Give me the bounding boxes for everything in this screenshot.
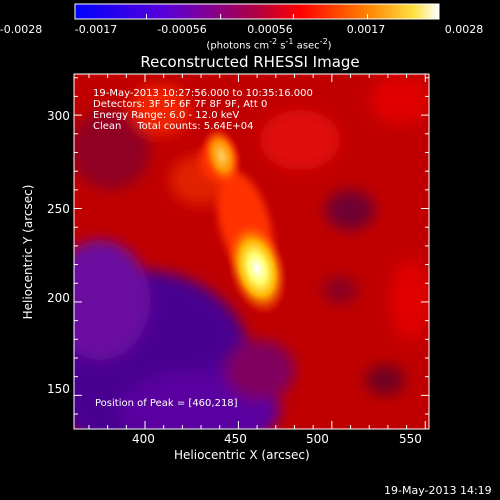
annotation-detectors: Detectors: 3F 5F 6F 7F 8F 9F, Att 0 — [93, 99, 268, 110]
annotation-peak-position: Position of Peak = [460,218] — [95, 398, 238, 409]
colorbar-tick-label: 0.0017 — [346, 23, 386, 36]
x-tick-label: 550 — [399, 432, 422, 446]
annotation-clean-counts: Clean Total counts: 5.64E+04 — [93, 121, 254, 132]
y-tick-label: 200 — [47, 291, 70, 305]
y-tick-label: 150 — [47, 382, 70, 396]
colorbar-tick-label: -0.0028 — [0, 23, 43, 36]
bright-sources — [202, 126, 288, 315]
colorbar-tick-label: 0.0028 — [444, 23, 484, 36]
colorbar-gradient — [74, 3, 440, 20]
peak-source — [226, 221, 288, 315]
colorbar-units: (photons cm-2 s-1 asec-2) — [206, 37, 332, 52]
colorbar-tick-label: -0.00056 — [157, 23, 207, 36]
colorbar-ticks — [74, 14, 440, 19]
colorbar-tick-label: 0.00056 — [247, 23, 293, 36]
x-tick-label: 400 — [132, 432, 155, 446]
plot-frame — [73, 73, 430, 430]
colorbar-tick-label: -0.0017 — [74, 23, 118, 36]
annotation-energy-range: Energy Range: 6.0 - 12.0 keV — [93, 110, 240, 121]
colorbar — [74, 3, 440, 20]
x-tick-label: 500 — [306, 432, 329, 446]
x-axis-title: Heliocentric X (arcsec) — [174, 448, 310, 462]
plot-timestamp: 19-May-2013 14:19 — [384, 484, 492, 497]
y-axis-title: Heliocentric Y (arcsec) — [21, 184, 35, 320]
secondary-source — [202, 126, 242, 187]
annotation-time-range: 19-May-2013 10:27:56.000 to 10:35:16.000 — [93, 88, 313, 99]
x-tick-label: 450 — [224, 432, 247, 446]
y-tick-label: 250 — [47, 202, 70, 216]
axis-ticks — [74, 74, 429, 429]
y-tick-label: 300 — [47, 109, 70, 123]
chart-title: Reconstructed RHESSI Image — [140, 53, 360, 71]
